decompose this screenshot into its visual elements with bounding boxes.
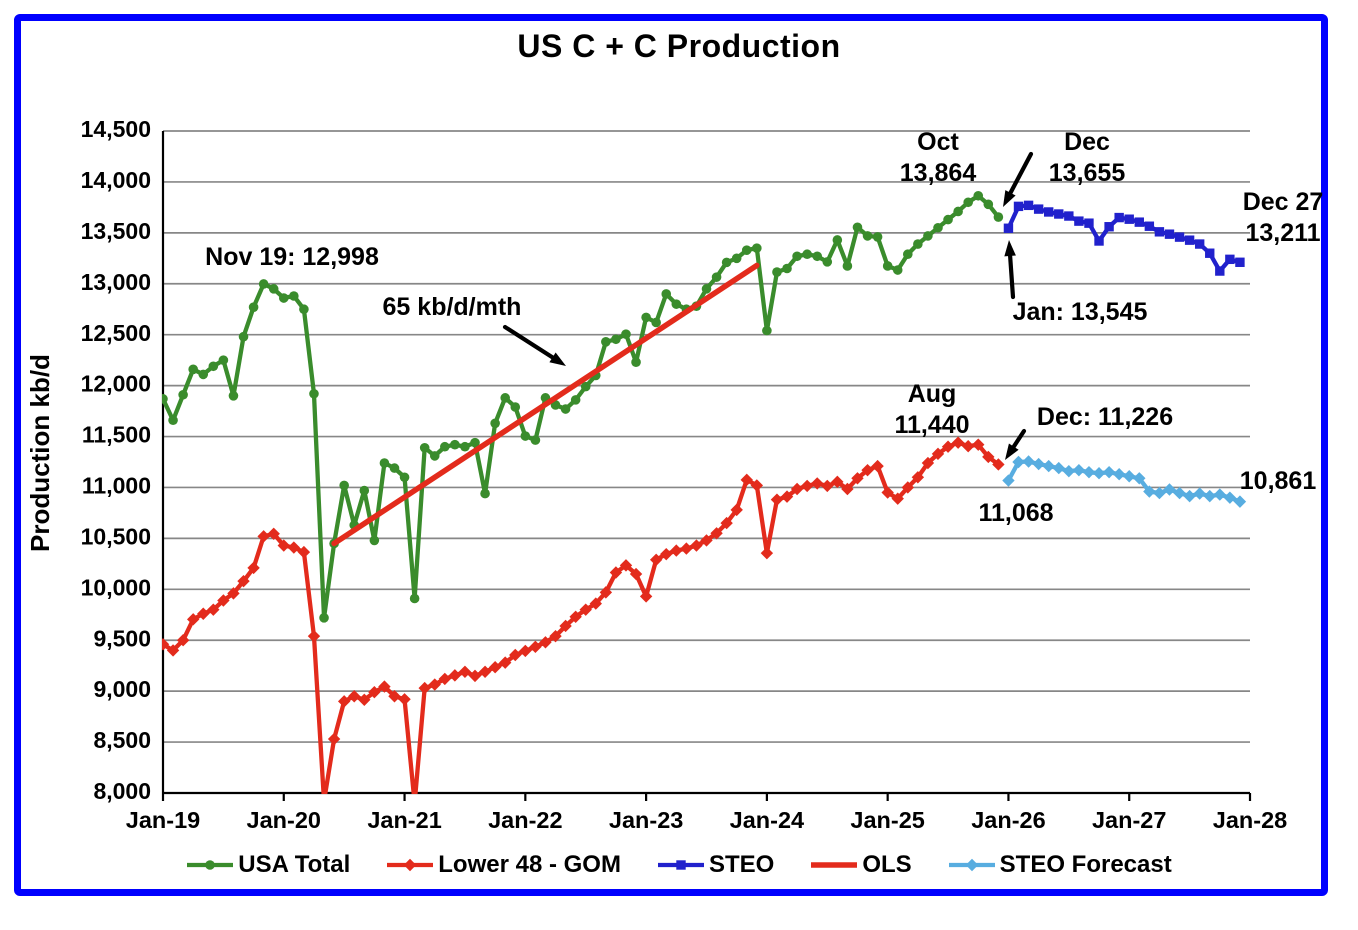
annotation-arrow [1003,151,1034,207]
y-tick-label: 9,500 [93,625,151,651]
series-steo [1003,200,1245,276]
legend-item-ols: OLS [810,851,912,879]
y-tick-label: 10,500 [81,523,151,549]
y-tick-label: 11,500 [82,422,151,448]
legend-label: Lower 48 - GOM [438,851,621,878]
y-tick-label: 12,000 [81,371,151,397]
annotation-dec-2027-forecast: 10,861 [1240,467,1317,495]
y-tick-label: 14,500 [81,116,151,142]
y-tick-label: 11,000 [82,473,151,499]
annotation-arrow [502,324,566,366]
y-tick-label: 9,000 [93,676,151,702]
x-tick-label: Jan-22 [488,807,562,833]
series-ols [331,262,760,547]
y-tick-label: 8,500 [93,727,151,753]
legend-swatch-usa-total-icon [187,860,234,870]
annotation-jan-2026-forecast: 11,068 [978,499,1053,527]
legend-swatch-steo-icon [657,860,704,870]
series-steo-forecast [1002,455,1247,508]
annotation-dec-2025-red: Dec: 11,226 [1037,403,1173,431]
series-lower-48-gom [162,436,1005,794]
annotation-aug-2025-red-peak: Aug 11,440 [894,380,969,439]
x-tick-label: Jan-27 [1092,807,1166,833]
y-tick-label: 13,000 [81,269,151,295]
legend-swatch-steo-forecast-icon [948,858,995,872]
legend-item-lower-48-gom: Lower 48 - GOM [386,851,621,879]
y-tick-label: 13,500 [81,218,151,244]
y-tick-labels: 8,000 8,500 9,000 9,500 10,000 10,500 11,000 11… [81,116,151,804]
annotation-oct-2025-peak: Oct 13,864 [900,128,977,187]
chart-title: US C + C Production [517,28,841,64]
outer-border [14,14,1328,896]
y-tick-label: 12,500 [81,320,151,346]
annotation-arrow [1004,240,1016,300]
legend-swatch-ols-icon [811,862,858,868]
annotation-dec-2025-green: Dec 13,655 [1049,128,1126,187]
x-tick-label: Jan-23 [609,807,683,833]
x-tick-labels: Jan-19 Jan-20 Jan-21 Jan-22 Jan-23 Jan-24 Jan-… [126,793,1287,833]
legend-label: STEO [708,851,775,878]
gridlines [163,130,1250,743]
x-tick-label: Jan-19 [126,807,200,833]
y-tick-label: 14,000 [81,167,151,193]
y-tick-label: 8,000 [93,778,151,804]
x-tick-label: Jan-26 [971,807,1045,833]
annotation-arrow [1005,428,1027,460]
legend-label: OLS [862,851,912,878]
legend-item-steo: STEO [657,851,774,879]
annotation-dec-2027-steo: Dec 27 13,211 [1243,188,1324,247]
x-tick-label: Jan-20 [247,807,321,833]
annotation-nov-2019-peak: Nov 19: 12,998 [205,243,379,271]
annotation-ols-slope: 65 kb/d/mth [383,293,522,321]
annotation-jan-2026-steo: Jan: 13,545 [1013,298,1148,326]
legend-item-steo-forecast: STEO Forecast [948,851,1172,879]
legend-label: USA Total [238,851,351,878]
x-tick-label: Jan-24 [730,807,804,833]
chart-legend: USA Total Lower 48 - GOM STEO OLS STEO Forec… [0,851,1358,879]
x-tick-label: Jan-28 [1213,807,1287,833]
x-tick-label: Jan-25 [850,807,924,833]
series-layer [162,190,1247,794]
legend-swatch-lower-48-gom-icon [387,858,434,872]
x-tick-label: Jan-21 [367,807,441,833]
legend-label: STEO Forecast [999,851,1172,878]
y-tick-label: 10,000 [81,574,151,600]
legend-item-usa-total: USA Total [186,851,350,879]
axes [161,131,1250,795]
